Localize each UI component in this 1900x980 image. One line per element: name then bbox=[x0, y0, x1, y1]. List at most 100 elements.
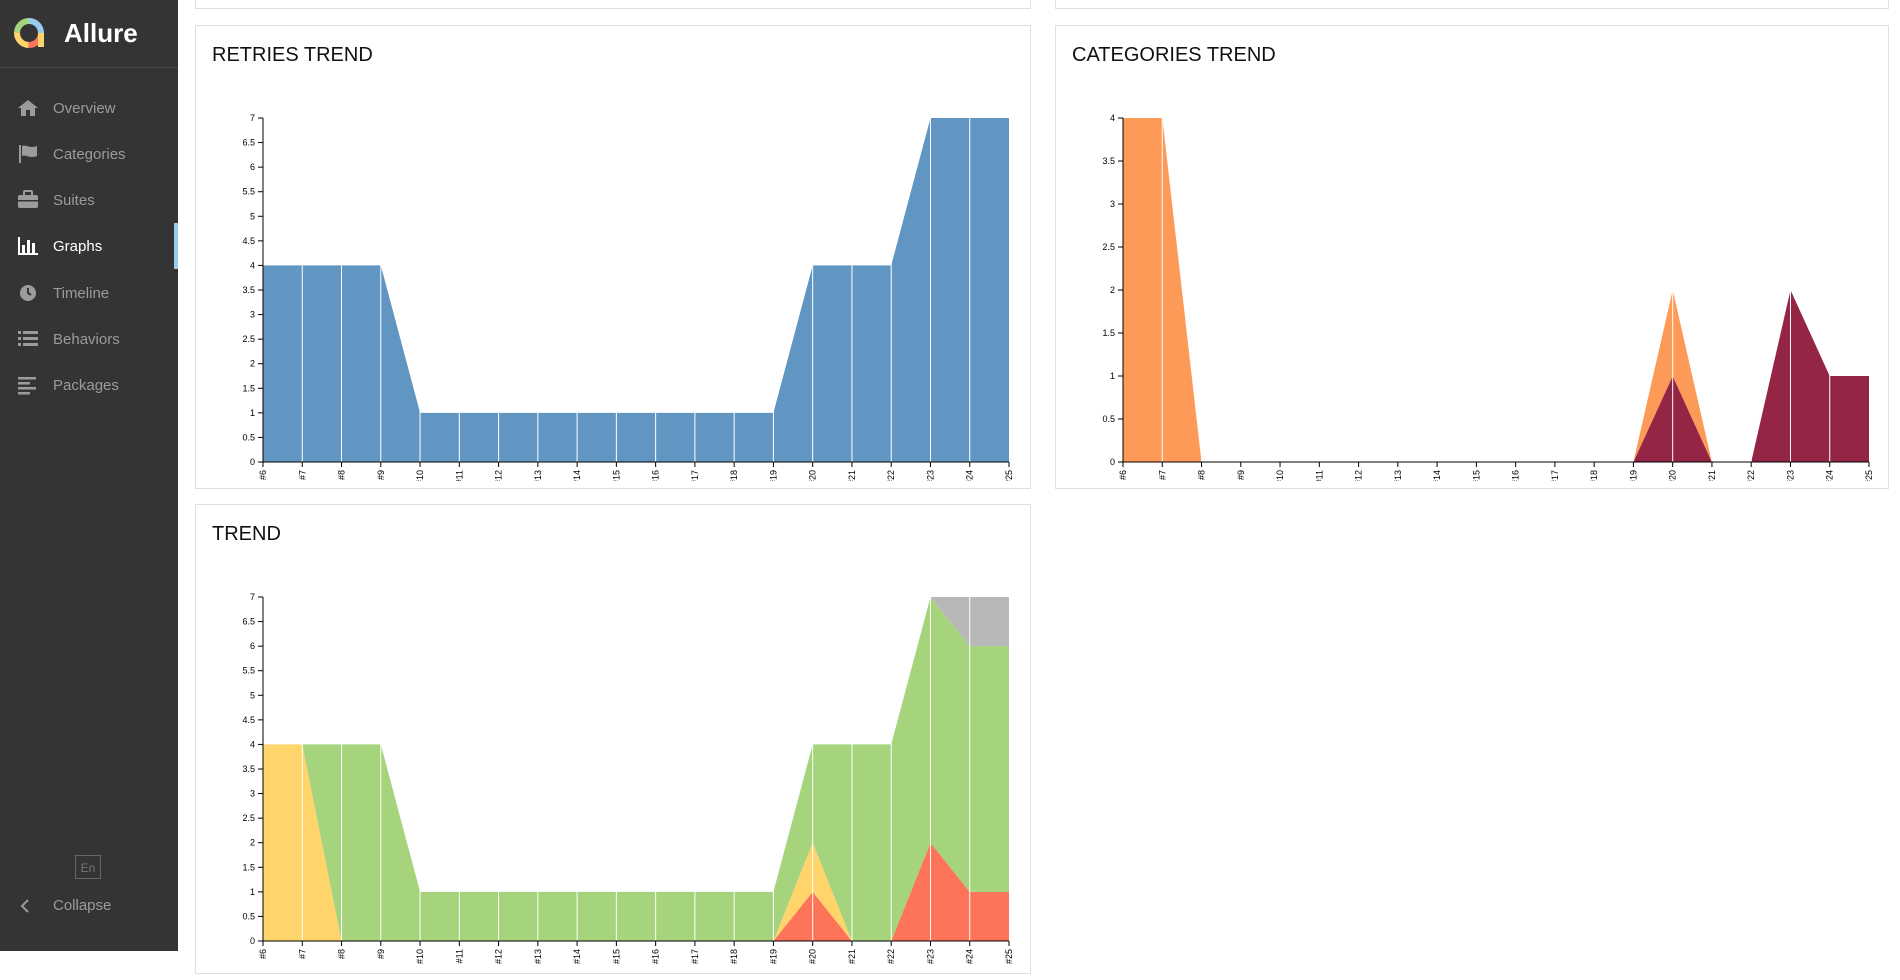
widget-panel-partial bbox=[1055, 0, 1889, 9]
y-tick-label: 4.5 bbox=[242, 715, 255, 725]
nav-item-suites[interactable]: Suites bbox=[0, 177, 178, 223]
x-tick-label: #17 bbox=[690, 949, 700, 964]
area-series-1[interactable] bbox=[263, 744, 1009, 941]
x-tick-label: #9 bbox=[376, 470, 386, 480]
x-tick-label: #19 bbox=[768, 949, 778, 964]
collapse-label: Collapse bbox=[53, 897, 112, 914]
y-tick-label: 6.5 bbox=[242, 617, 255, 627]
x-tick-label: #14 bbox=[572, 470, 582, 481]
widget-title: CATEGORIES TREND bbox=[1072, 44, 1276, 66]
nav-item-graphs[interactable]: Graphs bbox=[0, 223, 178, 269]
nav-item-categories[interactable]: Categories bbox=[0, 131, 178, 177]
y-tick-label: 3 bbox=[250, 310, 255, 320]
x-tick-label: #13 bbox=[533, 949, 543, 964]
y-tick-label: 0.5 bbox=[1102, 414, 1115, 424]
language-button[interactable]: En bbox=[75, 855, 101, 879]
widget-title: TREND bbox=[212, 523, 281, 545]
y-tick-label: 1 bbox=[1110, 371, 1115, 381]
x-tick-label: #6 bbox=[1118, 470, 1128, 480]
y-tick-label: 1 bbox=[250, 887, 255, 897]
sidebar: Allure Overview Categories Suites Graphs… bbox=[0, 0, 178, 951]
y-tick-label: 3.5 bbox=[242, 285, 255, 295]
y-tick-label: 1.5 bbox=[1102, 328, 1115, 338]
categories-trend-widget: CATEGORIES TREND 0 0.5 1 1.5 2 2.5 3 3.5 4 #6 #7 #8… bbox=[1055, 25, 1889, 489]
x-tick-label: #18 bbox=[729, 949, 739, 964]
y-tick-label: 2 bbox=[1110, 285, 1115, 295]
x-tick-label: #18 bbox=[1589, 470, 1599, 481]
x-tick-label: #21 bbox=[1707, 470, 1717, 481]
collapse-button[interactable]: Collapse bbox=[0, 890, 178, 920]
bar-chart-icon bbox=[18, 237, 38, 255]
x-tick-label: #16 bbox=[1511, 470, 1521, 481]
x-tick-label: #12 bbox=[494, 470, 504, 481]
flag-icon bbox=[19, 145, 37, 163]
x-tick-label: #6 bbox=[258, 470, 268, 480]
nav-item-timeline[interactable]: Timeline bbox=[0, 270, 178, 316]
x-tick-label: #12 bbox=[1354, 470, 1364, 481]
area-series-0[interactable] bbox=[1123, 290, 1869, 462]
y-tick-label: 2 bbox=[250, 838, 255, 848]
x-tick-label: #25 bbox=[1004, 470, 1014, 481]
x-tick-label: #11 bbox=[454, 949, 464, 963]
x-tick-label: #15 bbox=[611, 949, 621, 964]
chevron-left-icon bbox=[20, 899, 29, 913]
x-tick-label: #20 bbox=[808, 470, 818, 481]
area-series-1[interactable] bbox=[1123, 118, 1869, 462]
x-tick-label: #23 bbox=[1785, 470, 1795, 481]
trend-chart: 00.511.522.533.544.555.566.57#6 #7 #8 #9 #10… bbox=[242, 592, 1014, 964]
categories-trend-chart: 0 0.5 1 1.5 2 2.5 3 3.5 4 #6 #7 #8 #9 #10 #11 #12 #13 #14… bbox=[1102, 113, 1874, 481]
nav-item-packages[interactable]: Packages bbox=[0, 362, 178, 408]
x-tick-label: #22 bbox=[1746, 470, 1756, 481]
y-tick-label: 1 bbox=[250, 408, 255, 418]
y-tick-label: 3 bbox=[250, 789, 255, 799]
y-tick-label: 2 bbox=[250, 359, 255, 369]
nav-item-label: Packages bbox=[53, 377, 119, 394]
nav-item-label: Graphs bbox=[53, 238, 103, 255]
y-tick-label: 7 bbox=[250, 113, 255, 123]
x-tick-label: #14 bbox=[572, 949, 582, 964]
x-tick-label: #14 bbox=[1432, 470, 1442, 481]
x-tick-label: #9 bbox=[1236, 470, 1246, 480]
widget-panel-partial bbox=[195, 0, 1031, 9]
x-tick-label: #15 bbox=[611, 470, 621, 481]
allure-logo-icon bbox=[14, 18, 44, 48]
y-tick-label: 0 bbox=[1110, 457, 1115, 467]
y-tick-label: 0 bbox=[250, 936, 255, 946]
nav-item-label: Suites bbox=[53, 192, 95, 209]
y-tick-label: 2.5 bbox=[1102, 242, 1115, 252]
y-tick-label: 3.5 bbox=[1102, 156, 1115, 166]
y-tick-label: 1.5 bbox=[242, 862, 255, 872]
y-tick-label: 5.5 bbox=[242, 666, 255, 676]
x-tick-label: #13 bbox=[1393, 470, 1403, 481]
x-tick-label: #16 bbox=[651, 470, 661, 481]
x-tick-label: #23 bbox=[925, 470, 935, 481]
app-logo[interactable]: Allure bbox=[0, 0, 178, 68]
area-series-0[interactable] bbox=[263, 842, 1009, 941]
area-series-2[interactable] bbox=[263, 597, 1009, 941]
nav-item-behaviors[interactable]: Behaviors bbox=[0, 316, 178, 362]
x-tick-label: #19 bbox=[1628, 470, 1638, 481]
clock-icon bbox=[20, 285, 36, 301]
retries-trend-chart: 0 0.5 1 1.5 2 2.5 3 3.5 4 4.5 5 5.5 6 6.5 7 #6 #7 #8 #9 #10… bbox=[242, 113, 1014, 481]
nav-item-label: Overview bbox=[53, 100, 116, 117]
nav-item-label: Categories bbox=[53, 146, 126, 163]
x-tick-label: #24 bbox=[965, 949, 975, 964]
y-tick-label: 6 bbox=[250, 162, 255, 172]
briefcase-icon bbox=[18, 190, 38, 208]
y-tick-label: 2.5 bbox=[242, 813, 255, 823]
x-tick-label: #25 bbox=[1864, 470, 1874, 481]
x-tick-label: #12 bbox=[494, 949, 504, 964]
app-title: Allure bbox=[64, 18, 138, 48]
y-tick-label: 7 bbox=[250, 592, 255, 602]
nav-item-label: Timeline bbox=[53, 285, 110, 302]
x-tick-label: #20 bbox=[1668, 470, 1678, 481]
area-series-0[interactable] bbox=[263, 118, 1009, 462]
x-tick-label: #16 bbox=[651, 949, 661, 964]
align-left-icon bbox=[18, 377, 36, 395]
y-tick-label: 4 bbox=[1110, 113, 1115, 123]
x-tick-label: #7 bbox=[1157, 470, 1167, 480]
nav-item-overview[interactable]: Overview bbox=[0, 85, 178, 131]
y-tick-label: 3 bbox=[1110, 199, 1115, 209]
x-tick-label: #19 bbox=[768, 470, 778, 481]
x-tick-label: #17 bbox=[1550, 470, 1560, 481]
